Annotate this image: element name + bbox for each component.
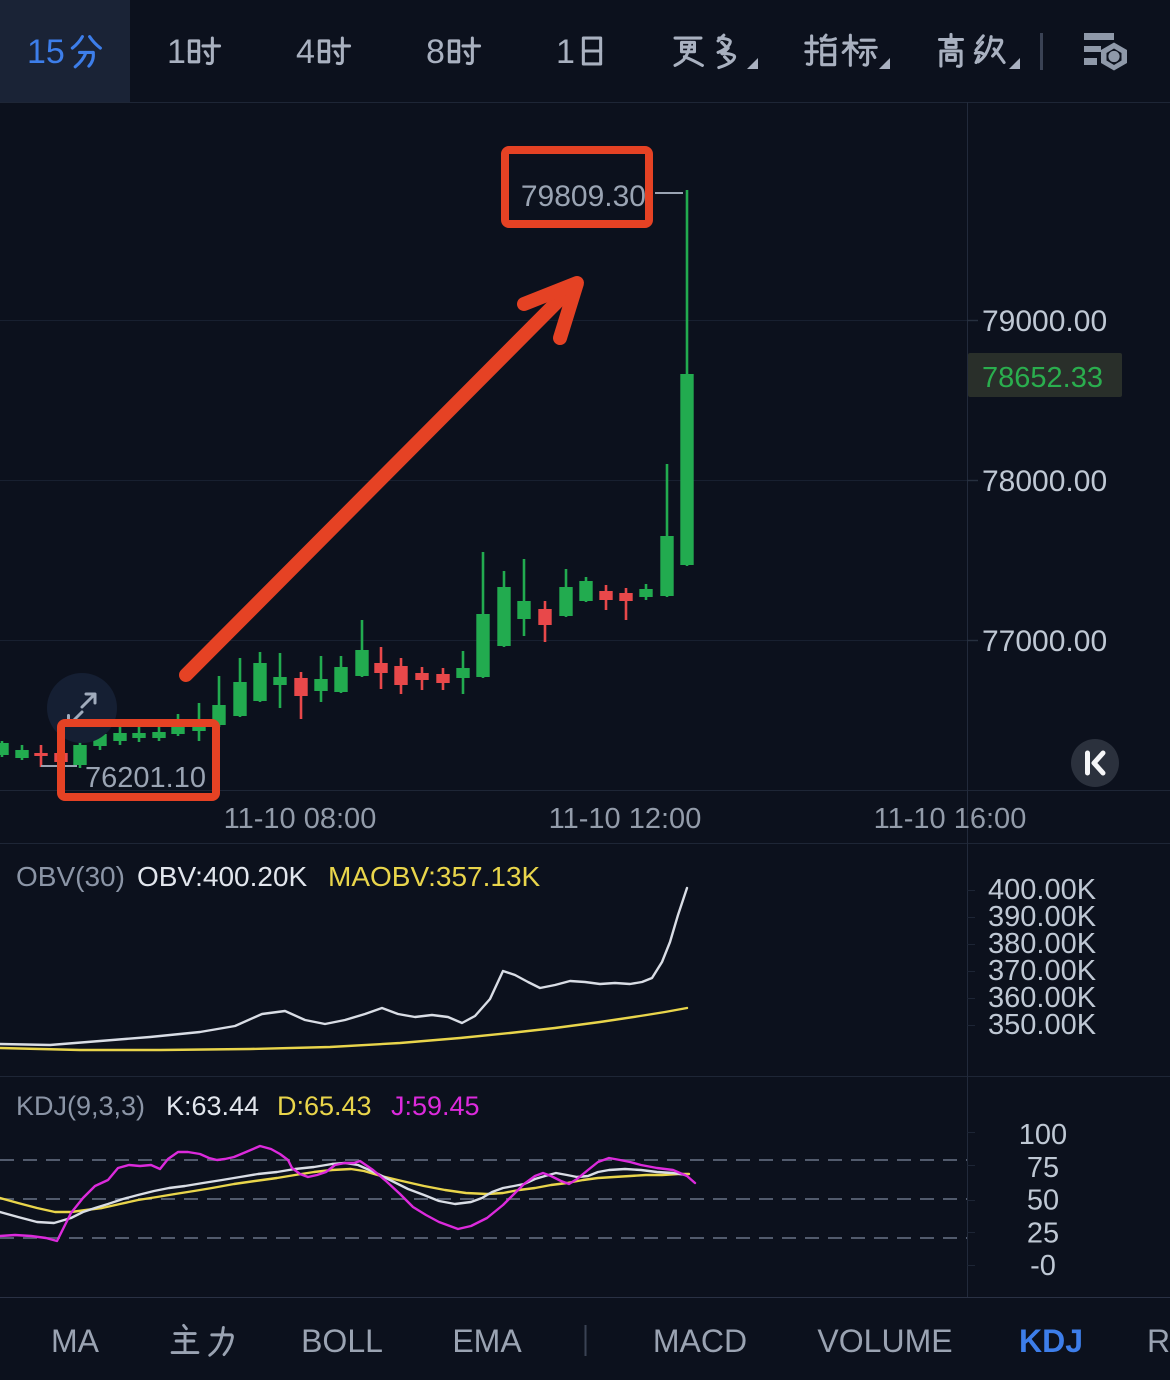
svg-text:79000.00: 79000.00 xyxy=(982,305,1107,338)
svg-text:360.00K: 360.00K xyxy=(988,982,1097,1014)
svg-text:390.00K: 390.00K xyxy=(988,901,1097,933)
svg-text:EMA: EMA xyxy=(452,1323,522,1359)
svg-text:BOLL: BOLL xyxy=(301,1323,383,1359)
svg-text:370.00K: 370.00K xyxy=(988,955,1097,987)
svg-text:79809.30: 79809.30 xyxy=(521,180,646,213)
svg-text:350.00K: 350.00K xyxy=(988,1009,1097,1041)
svg-text:78652.33: 78652.33 xyxy=(982,362,1103,394)
svg-text:K:63.44: K:63.44 xyxy=(166,1091,259,1121)
svg-text:KDJ: KDJ xyxy=(1019,1323,1083,1359)
svg-text:1: 1 xyxy=(556,33,575,71)
svg-text:75: 75 xyxy=(1027,1152,1059,1184)
svg-text:8: 8 xyxy=(426,33,445,71)
svg-text:OBV:400.20K: OBV:400.20K xyxy=(137,861,308,892)
svg-text:OBV(30): OBV(30) xyxy=(16,861,125,892)
svg-text:15: 15 xyxy=(27,33,65,71)
svg-text:D:65.43: D:65.43 xyxy=(277,1091,372,1121)
svg-text:4: 4 xyxy=(296,33,315,71)
svg-text:VOLUME: VOLUME xyxy=(817,1323,952,1359)
svg-text:KDJ(9,3,3): KDJ(9,3,3) xyxy=(16,1091,145,1121)
svg-text:RSI: RSI xyxy=(1147,1323,1170,1359)
svg-text:11-10 12:00: 11-10 12:00 xyxy=(549,803,702,835)
svg-text:MA: MA xyxy=(51,1323,100,1359)
svg-text:50: 50 xyxy=(1027,1185,1059,1217)
svg-text:11-10 08:00: 11-10 08:00 xyxy=(224,803,377,835)
svg-text:76201.10: 76201.10 xyxy=(85,762,206,794)
svg-text:100: 100 xyxy=(1019,1119,1067,1151)
svg-text:400.00K: 400.00K xyxy=(988,874,1097,906)
svg-text:MACD: MACD xyxy=(653,1323,747,1359)
svg-text:11-10 16:00: 11-10 16:00 xyxy=(874,803,1027,835)
svg-text:J:59.45: J:59.45 xyxy=(391,1091,480,1121)
svg-text:380.00K: 380.00K xyxy=(988,928,1097,960)
svg-text:25: 25 xyxy=(1027,1217,1059,1249)
svg-text:-0: -0 xyxy=(1030,1250,1056,1282)
svg-text:77000.00: 77000.00 xyxy=(982,625,1107,658)
svg-text:MAOBV:357.13K: MAOBV:357.13K xyxy=(328,861,541,892)
svg-text:78000.00: 78000.00 xyxy=(982,465,1107,498)
svg-text:1: 1 xyxy=(167,33,186,71)
